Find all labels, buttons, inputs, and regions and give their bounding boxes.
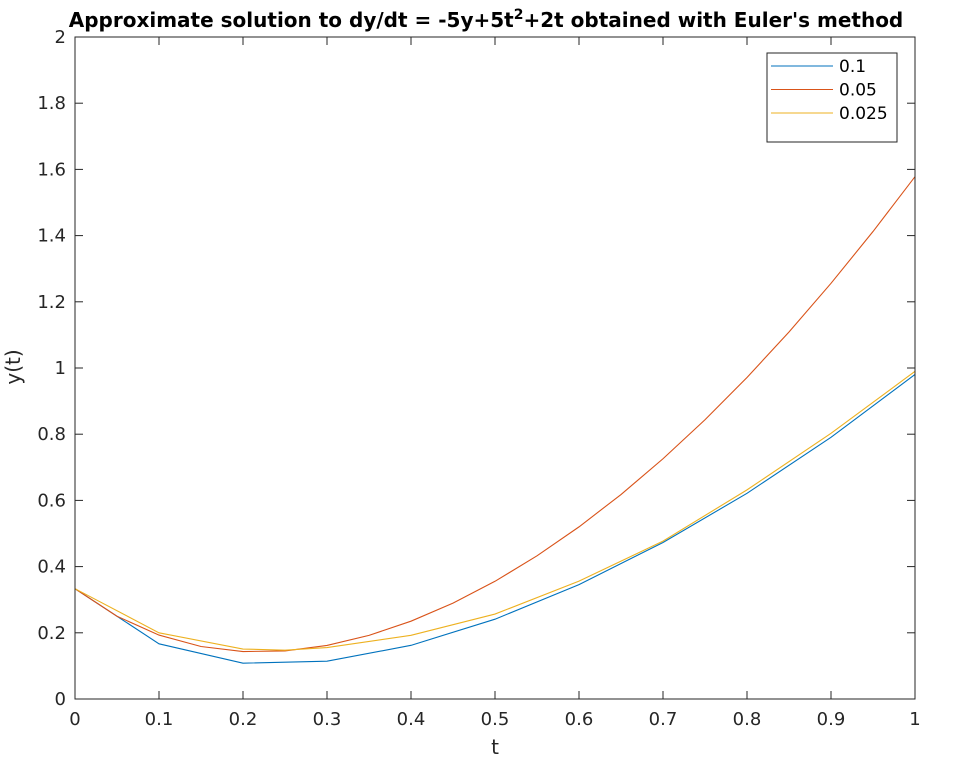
x-tick-label: 0.8: [733, 709, 762, 730]
x-tick-label: 0.3: [313, 709, 342, 730]
x-tick-label: 0: [69, 709, 80, 730]
legend-entry: 0.1: [839, 57, 866, 77]
legend: 0.1 0.05 0.025: [766, 52, 898, 143]
y-tick-label: 0.6: [37, 490, 66, 511]
legend-entry: 0.025: [839, 104, 888, 124]
y-tick-label: 0.2: [37, 623, 66, 644]
x-tick-label: 0.7: [649, 709, 678, 730]
chart-title: Approximate solution to dy/dt = -5y+5t2+…: [69, 7, 904, 32]
chart-title-superscript: 2: [514, 7, 524, 23]
chart-title-suffix: +2t obtained with Euler's method: [523, 8, 903, 32]
x-tick-label: 0.2: [229, 709, 258, 730]
series-line-0-1: [75, 374, 915, 664]
x-tick-label: 0.9: [817, 709, 846, 730]
y-tick-label: 2: [55, 27, 66, 48]
x-tick-label: 1: [909, 709, 920, 730]
ticks-layer: 0 0.1 0.2 0.3 0.4 0.5 0.6 0.7 0.8 0.9 1 0 0.2 0.4 0.6 0…: [37, 27, 920, 730]
y-tick-label: 1.4: [37, 226, 66, 247]
x-tick-label: 0.6: [565, 709, 594, 730]
legend-entry: 0.05: [839, 81, 877, 101]
y-tick-label: 1.6: [37, 159, 66, 180]
y-tick-label: 0: [55, 689, 66, 710]
y-tick-label: 0.8: [37, 424, 66, 445]
y-tick-label: 1.8: [37, 93, 66, 114]
series-line-0-05: [75, 176, 915, 653]
x-tick-label: 0.5: [481, 709, 510, 730]
y-tick-label: 1.2: [37, 292, 66, 313]
series-line-0-025: [75, 370, 915, 651]
y-axis-label: y(t): [1, 349, 25, 384]
series-layer: [75, 176, 915, 664]
x-tick-label: 0.4: [397, 709, 426, 730]
y-tick-label: 1: [55, 358, 66, 379]
legend-box: [766, 52, 898, 143]
x-axis-label: t: [491, 735, 499, 758]
plot-area: [75, 37, 915, 699]
chart-title-prefix: Approximate solution to dy/dt = -5y+5t: [69, 8, 514, 32]
x-tick-label: 0.1: [145, 709, 174, 730]
y-tick-label: 0.4: [37, 557, 66, 578]
